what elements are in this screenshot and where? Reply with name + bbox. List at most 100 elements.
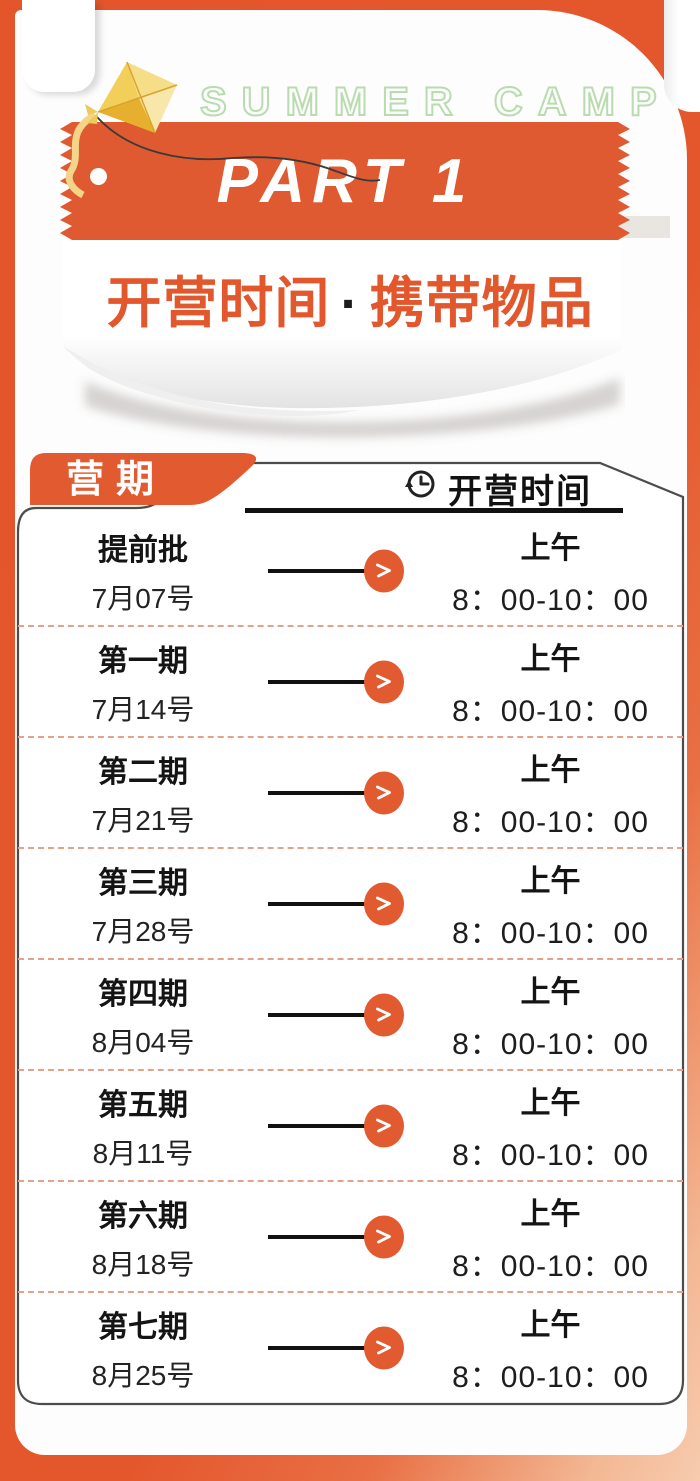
table-row: 第四期 8月04号 上午 8：00-10：00	[18, 958, 683, 1069]
chevron-right-icon	[375, 1118, 391, 1133]
connector-line	[268, 1012, 368, 1017]
chevron-right-icon	[375, 896, 391, 911]
session-time-label: 上午	[520, 753, 581, 787]
kite-icon	[65, 61, 381, 199]
kite-tail	[65, 111, 97, 199]
schedule-card	[16, 453, 685, 1406]
period-cell: 第三期 7月28号	[18, 858, 268, 950]
table-row: 提前批 7月07号 上午 8：00-10：00	[18, 516, 683, 625]
session-time-label: 上午	[520, 975, 581, 1009]
period-date: 8月11号	[92, 1137, 194, 1169]
arrow-circle-icon	[364, 660, 404, 703]
session-time-range: 8：00-10：00	[452, 694, 649, 728]
arrow-circle-icon	[364, 1215, 404, 1258]
connector	[268, 1326, 418, 1369]
session-time-range: 8：00-10：00	[452, 1249, 649, 1283]
connector	[268, 771, 418, 814]
period-date: 7月28号	[91, 915, 195, 947]
chevron-right-icon	[375, 1340, 391, 1355]
arrow-circle-icon	[364, 771, 404, 814]
time-cell: 上午 8：00-10：00	[418, 1300, 683, 1396]
connector	[268, 660, 418, 703]
session-time-range: 8：00-10：00	[452, 805, 649, 839]
corner-fold-top-left	[22, 0, 95, 92]
period-name: 第三期	[98, 866, 188, 900]
connector	[268, 1104, 418, 1147]
period-cell: 第四期 8月04号	[18, 969, 268, 1061]
chevron-right-icon	[375, 785, 391, 800]
clock-history-icon	[405, 470, 435, 498]
part-banner	[60, 122, 630, 240]
period-cell: 第二期 7月21号	[18, 747, 268, 839]
period-cell: 第一期 7月14号	[18, 636, 268, 728]
table-row: 第二期 7月21号 上午 8：00-10：00	[18, 736, 683, 847]
time-cell: 上午 8：00-10：00	[418, 523, 683, 619]
arrow-circle-icon	[364, 1104, 404, 1147]
connector-line	[268, 790, 368, 795]
connector	[268, 1215, 418, 1258]
period-name: 第六期	[98, 1199, 188, 1233]
period-name: 第七期	[98, 1310, 188, 1344]
connector	[268, 882, 418, 925]
arrow-circle-icon	[364, 993, 404, 1036]
connector-line	[268, 568, 368, 573]
chevron-right-icon	[375, 674, 391, 689]
period-name: 第二期	[98, 755, 188, 789]
period-date: 7月07号	[91, 582, 195, 614]
session-time-label: 上午	[520, 642, 581, 676]
corner-fold-top-right	[664, 0, 700, 112]
arrow-circle-icon	[364, 1326, 404, 1369]
connector	[268, 993, 418, 1036]
session-time-range: 8：00-10：00	[452, 583, 649, 617]
title-dot: ·	[340, 272, 360, 334]
period-cell: 提前批 7月07号	[18, 525, 268, 617]
kite-bow	[85, 104, 98, 124]
session-time-label: 上午	[520, 531, 581, 565]
connector-line	[268, 901, 368, 906]
schedule-rows: 提前批 7月07号 上午 8：00-10：00 第一期 7月14号	[18, 516, 683, 1402]
time-cell: 上午 8：00-10：00	[418, 745, 683, 841]
table-row: 第三期 7月28号 上午 8：00-10：00	[18, 847, 683, 958]
chevron-right-icon	[375, 563, 391, 578]
arrow-circle-icon	[364, 549, 404, 592]
period-date: 7月21号	[91, 804, 195, 836]
time-cell: 上午 8：00-10：00	[418, 856, 683, 952]
period-cell: 第六期 8月18号	[18, 1191, 268, 1283]
session-time-label: 上午	[520, 1197, 581, 1231]
period-name: 提前批	[98, 533, 188, 567]
session-time-range: 8：00-10：00	[452, 916, 649, 950]
period-date: 8月25号	[91, 1359, 195, 1391]
time-header: 开营时间	[448, 473, 592, 511]
period-date: 8月18号	[91, 1248, 195, 1280]
paper-curl	[63, 336, 621, 438]
banner-white-dot	[90, 168, 107, 185]
summer-camp-watermark: SUMMER CAMP	[199, 79, 672, 125]
table-row: 第六期 8月18号 上午 8：00-10：00	[18, 1180, 683, 1291]
session-time-label: 上午	[520, 1086, 581, 1120]
session-time-label: 上午	[520, 864, 581, 898]
section-title-right: 携带物品	[369, 272, 594, 334]
connector-line	[268, 1234, 368, 1239]
part-label: PART 1	[216, 147, 474, 216]
period-name: 第四期	[98, 977, 188, 1011]
session-time-label: 上午	[520, 1308, 581, 1342]
session-time-range: 8：00-10：00	[452, 1027, 649, 1061]
period-cell: 第七期 8月25号	[18, 1302, 268, 1394]
connector-line	[268, 1345, 368, 1350]
period-name: 第五期	[98, 1088, 188, 1122]
time-cell: 上午 8：00-10：00	[418, 967, 683, 1063]
section-title: 开营时间 · 携带物品	[0, 258, 700, 338]
chevron-right-icon	[375, 1007, 391, 1022]
table-row: 第七期 8月25号 上午 8：00-10：00	[18, 1291, 683, 1402]
period-cell: 第五期 8月11号	[18, 1080, 268, 1172]
period-name: 第一期	[98, 644, 188, 678]
connector	[268, 549, 418, 592]
chevron-right-icon	[375, 1229, 391, 1244]
period-tab	[30, 453, 257, 505]
period-date: 7月14号	[91, 693, 195, 725]
time-cell: 上午 8：00-10：00	[418, 1189, 683, 1285]
connector-line	[268, 1123, 368, 1128]
time-cell: 上午 8：00-10：00	[418, 1078, 683, 1174]
kite-string	[96, 116, 381, 182]
